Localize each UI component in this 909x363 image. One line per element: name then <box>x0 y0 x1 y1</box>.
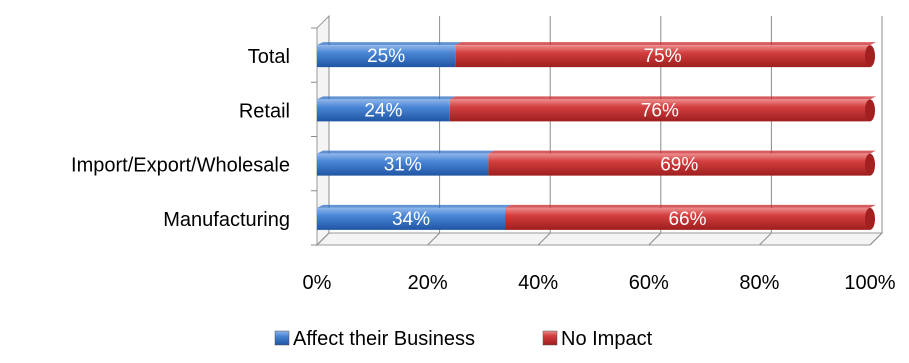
data-label: 66% <box>668 209 706 230</box>
bar-segment <box>449 99 870 122</box>
bar-segment <box>317 207 506 230</box>
category-label: Manufacturing <box>163 209 290 231</box>
x-tick-label: 100% <box>844 272 895 294</box>
bar-end-cap <box>865 99 875 122</box>
data-label: 75% <box>644 46 682 67</box>
bar-end-cap <box>865 153 875 176</box>
data-label: 69% <box>660 155 698 176</box>
bar-end-cap <box>865 45 875 68</box>
gridline-floor <box>869 232 883 246</box>
x-tick-label: 40% <box>518 272 558 294</box>
bar-segment <box>317 99 450 122</box>
legend-swatch <box>542 330 558 346</box>
x-tick-label: 60% <box>629 272 669 294</box>
bar-top-face <box>449 96 876 100</box>
bars: 25% 75% 24% 76% 31% 69% 34% 66% <box>317 42 876 230</box>
legend-label: Affect their Business <box>293 328 475 350</box>
data-label: 25% <box>367 46 405 67</box>
bar-top-face <box>317 42 462 46</box>
legend: Affect their Business No Impact <box>274 328 653 350</box>
category-label: Retail <box>239 100 290 122</box>
category-label: Total <box>248 46 290 68</box>
legend-swatch <box>274 330 290 346</box>
category-label: Import/Export/Wholesale <box>71 155 290 177</box>
bar-end-cap <box>865 207 875 230</box>
bar-top-face <box>317 150 495 154</box>
x-axis-tick-labels: 0% 20% 40% 60% 80% 100% <box>303 272 896 294</box>
data-label: 31% <box>384 155 422 176</box>
data-label: 76% <box>641 100 679 121</box>
bar-top-face <box>317 204 512 208</box>
floor <box>315 232 884 246</box>
x-tick-label: 80% <box>739 272 779 294</box>
gridline-floor <box>316 232 330 246</box>
x-tick-label: 20% <box>408 272 448 294</box>
legend-label: No Impact <box>561 328 653 350</box>
bar-top-face <box>505 204 876 208</box>
bar-top-face <box>317 96 456 100</box>
bar-segment <box>455 45 870 68</box>
bar-top-face <box>455 42 876 46</box>
bar-segment <box>488 153 870 176</box>
bar-segment <box>317 153 489 176</box>
bar-segment <box>505 207 870 230</box>
gridline-floor <box>648 232 662 246</box>
gridline-floor <box>759 232 772 246</box>
bar-top-face <box>488 150 876 154</box>
data-label: 24% <box>364 100 402 121</box>
x-tick-label: 0% <box>303 272 332 294</box>
gridline-floor <box>537 232 551 246</box>
data-label: 34% <box>392 209 430 230</box>
category-labels: Total Retail Import/Export/Wholesale Manufa… <box>71 46 290 231</box>
bar-segment <box>317 45 456 68</box>
gridline-floor <box>427 232 440 246</box>
